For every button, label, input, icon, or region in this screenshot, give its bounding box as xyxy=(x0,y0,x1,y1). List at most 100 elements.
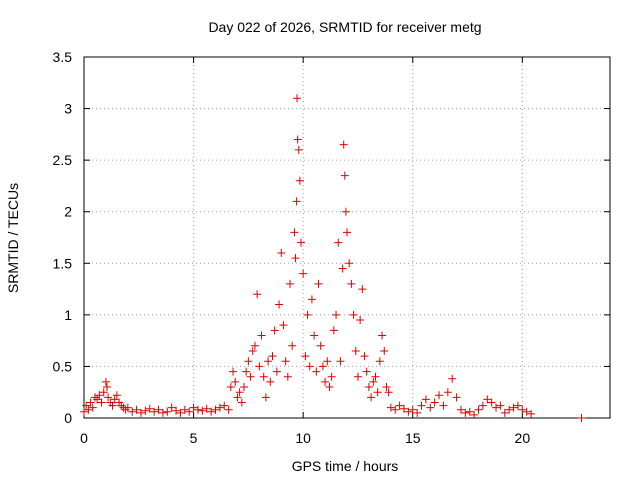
data-point xyxy=(294,145,303,154)
x-tick-label: 10 xyxy=(295,430,311,446)
data-point xyxy=(185,407,194,416)
data-point xyxy=(295,176,304,185)
data-point xyxy=(292,197,301,206)
data-point xyxy=(84,405,93,414)
data-point xyxy=(492,403,501,412)
y-tick-label: 3.5 xyxy=(53,49,73,65)
data-point xyxy=(279,321,288,330)
data-point xyxy=(509,403,518,412)
data-point xyxy=(439,401,448,410)
data-point xyxy=(226,383,235,392)
data-point xyxy=(224,405,233,414)
data-point xyxy=(237,398,246,407)
x-tick-label: 15 xyxy=(405,430,421,446)
data-point xyxy=(202,404,211,413)
data-point xyxy=(500,408,509,417)
data-point xyxy=(136,408,145,417)
data-point xyxy=(301,352,310,361)
data-point xyxy=(522,407,531,416)
data-point xyxy=(121,405,130,414)
data-point xyxy=(80,407,88,416)
data-point xyxy=(430,398,439,407)
data-point xyxy=(103,383,112,392)
data-point xyxy=(104,393,113,402)
data-point xyxy=(211,405,220,414)
data-point xyxy=(312,367,321,376)
grid xyxy=(84,57,610,418)
data-point xyxy=(360,352,369,361)
data-point xyxy=(336,357,345,366)
data-point xyxy=(399,404,408,413)
data-point xyxy=(470,410,479,419)
data-point xyxy=(283,372,292,381)
data-point xyxy=(327,372,336,381)
data-point xyxy=(341,207,350,216)
data-point xyxy=(456,405,465,414)
data-point xyxy=(291,254,300,263)
data-point xyxy=(158,408,167,417)
data-point xyxy=(172,406,181,415)
data-point xyxy=(347,279,356,288)
data-point xyxy=(426,403,435,412)
data-point xyxy=(373,388,382,397)
data-point xyxy=(264,357,273,366)
data-point xyxy=(215,403,224,412)
data-point xyxy=(180,405,189,414)
x-axis-label: GPS time / hours xyxy=(292,458,399,474)
data-point xyxy=(413,408,422,417)
data-point xyxy=(325,383,334,392)
data-point xyxy=(255,362,264,371)
data-point xyxy=(150,407,159,416)
data-point xyxy=(163,407,172,416)
data-point xyxy=(371,372,380,381)
data-point xyxy=(314,279,323,288)
data-point xyxy=(513,401,522,410)
data-point xyxy=(452,393,461,402)
data-point xyxy=(90,393,99,402)
data-point xyxy=(189,403,198,412)
data-point xyxy=(321,377,330,386)
data-point xyxy=(250,341,259,350)
data-point xyxy=(261,393,270,402)
data-point xyxy=(141,406,150,415)
data-point xyxy=(386,403,395,412)
x-tick-label: 0 xyxy=(80,430,88,446)
data-point xyxy=(246,372,255,381)
data-point xyxy=(329,326,338,335)
data-points xyxy=(80,94,586,422)
data-point xyxy=(257,331,266,340)
y-tick-label: 2 xyxy=(64,204,72,220)
data-point xyxy=(404,407,413,416)
chart-title: Day 022 of 2026, SRMTID for receiver met… xyxy=(208,19,481,35)
data-point xyxy=(303,310,312,319)
data-point xyxy=(253,290,262,299)
axes: 0 5 10 15 20 0 0.5 1 1.5 2 2.5 3 3.5 xyxy=(53,49,611,446)
data-point xyxy=(86,398,95,407)
data-point xyxy=(505,405,514,414)
data-point xyxy=(369,377,378,386)
data-point xyxy=(351,346,360,355)
data-point xyxy=(380,346,389,355)
data-point xyxy=(128,407,137,416)
data-point xyxy=(220,401,229,410)
data-point xyxy=(421,395,430,404)
data-point xyxy=(272,367,281,376)
data-point xyxy=(339,140,348,149)
data-point xyxy=(259,372,268,381)
data-point xyxy=(375,357,384,366)
data-point xyxy=(448,374,457,383)
data-point xyxy=(132,405,141,414)
data-point xyxy=(167,403,176,412)
data-point xyxy=(110,395,119,404)
data-point xyxy=(266,377,275,386)
data-point xyxy=(95,391,104,400)
data-point xyxy=(577,414,586,422)
data-point xyxy=(338,264,347,273)
data-point xyxy=(235,388,244,397)
data-point xyxy=(293,94,302,103)
data-point xyxy=(239,383,248,392)
data-point xyxy=(82,401,91,410)
data-point xyxy=(323,357,332,366)
data-point xyxy=(334,238,343,247)
data-point xyxy=(176,408,185,417)
